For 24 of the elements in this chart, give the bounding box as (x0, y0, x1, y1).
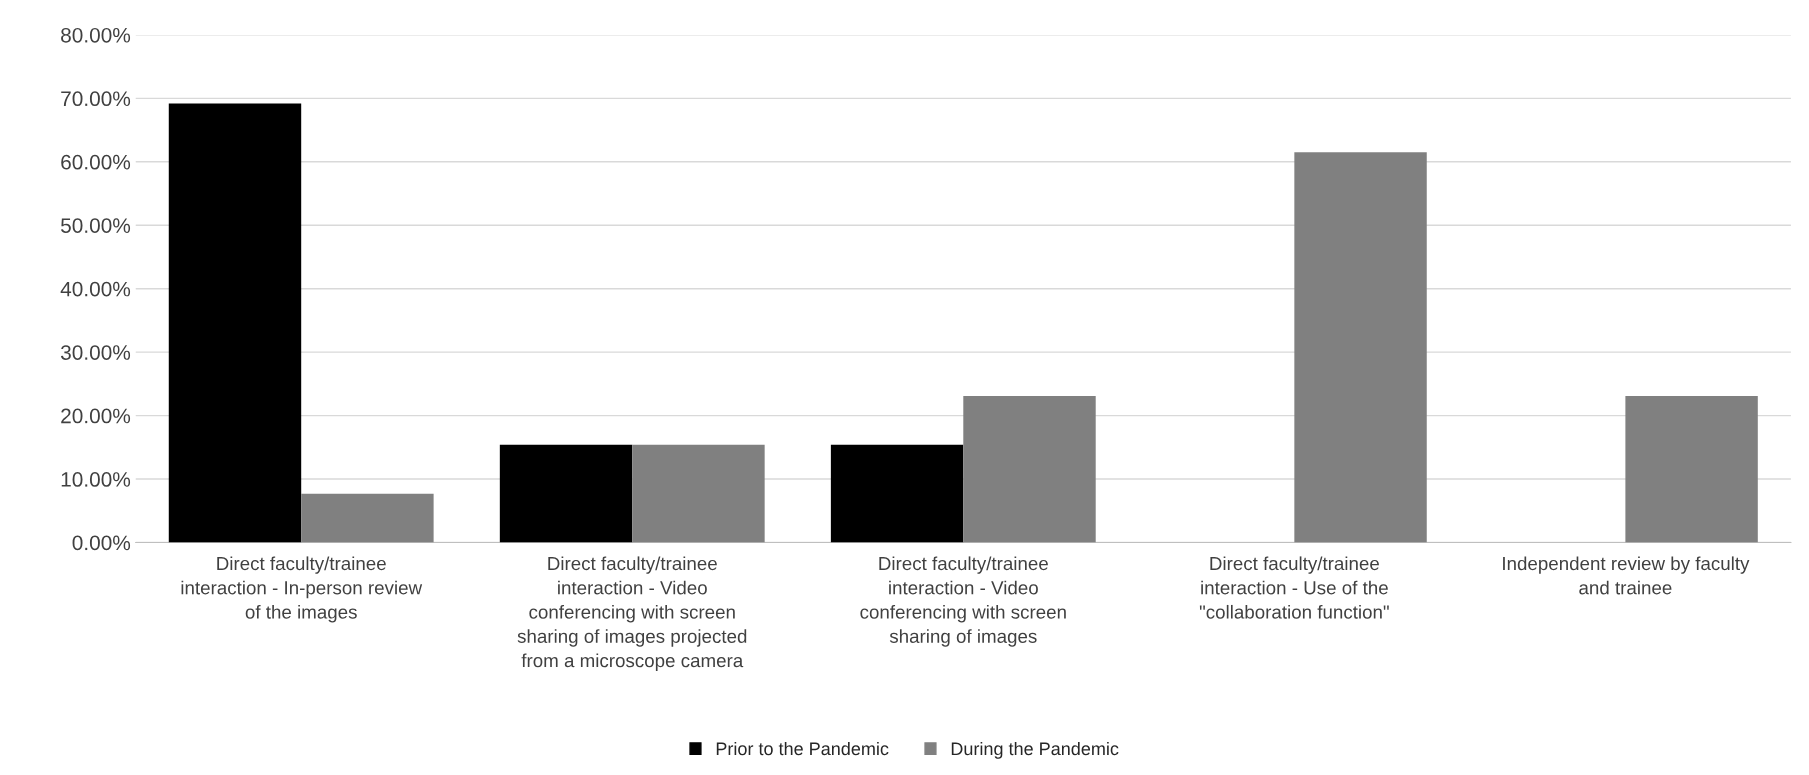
y-tick-label: 0.00% (72, 535, 131, 551)
y-tick-label: 20.00% (61, 408, 131, 424)
y-tick-label: 50.00% (60, 218, 131, 233)
x-tick-label: Direct faculty/trainee interaction - Use of the "collaboration function" (1199, 556, 1389, 619)
bar (632, 444, 765, 543)
bar (1294, 152, 1427, 543)
y-tick-label: 30.00% (60, 345, 131, 360)
bar (1625, 395, 1758, 543)
y-tick-label: 60.00% (61, 154, 131, 170)
y-tick-label: 70.00% (61, 91, 131, 107)
x-tick-label: Direct faculty/trainee interaction - In-person review of the images (181, 556, 423, 623)
legend-label: During the Pandemic (951, 741, 1119, 759)
x-tick-label: Direct faculty/trainee interaction - Video conferencing with screen sharing of images projected from a microscope camera (517, 556, 747, 671)
bar (963, 395, 1096, 543)
y-tick-label: 40.00% (60, 281, 131, 297)
bar (301, 493, 434, 543)
bar (499, 444, 633, 543)
x-tick-label: Independent review by faculty and trainee (1503, 556, 1750, 595)
legend-label: Prior to the Pandemic (716, 741, 889, 756)
x-tick-label: Direct faculty/trainee interaction - Video conferencing with screen sharing of images (860, 556, 1066, 647)
bar (830, 444, 964, 543)
y-tick-label: 80.00% (61, 27, 131, 43)
y-tick-label: 10.00% (61, 472, 131, 487)
bar (168, 103, 302, 543)
